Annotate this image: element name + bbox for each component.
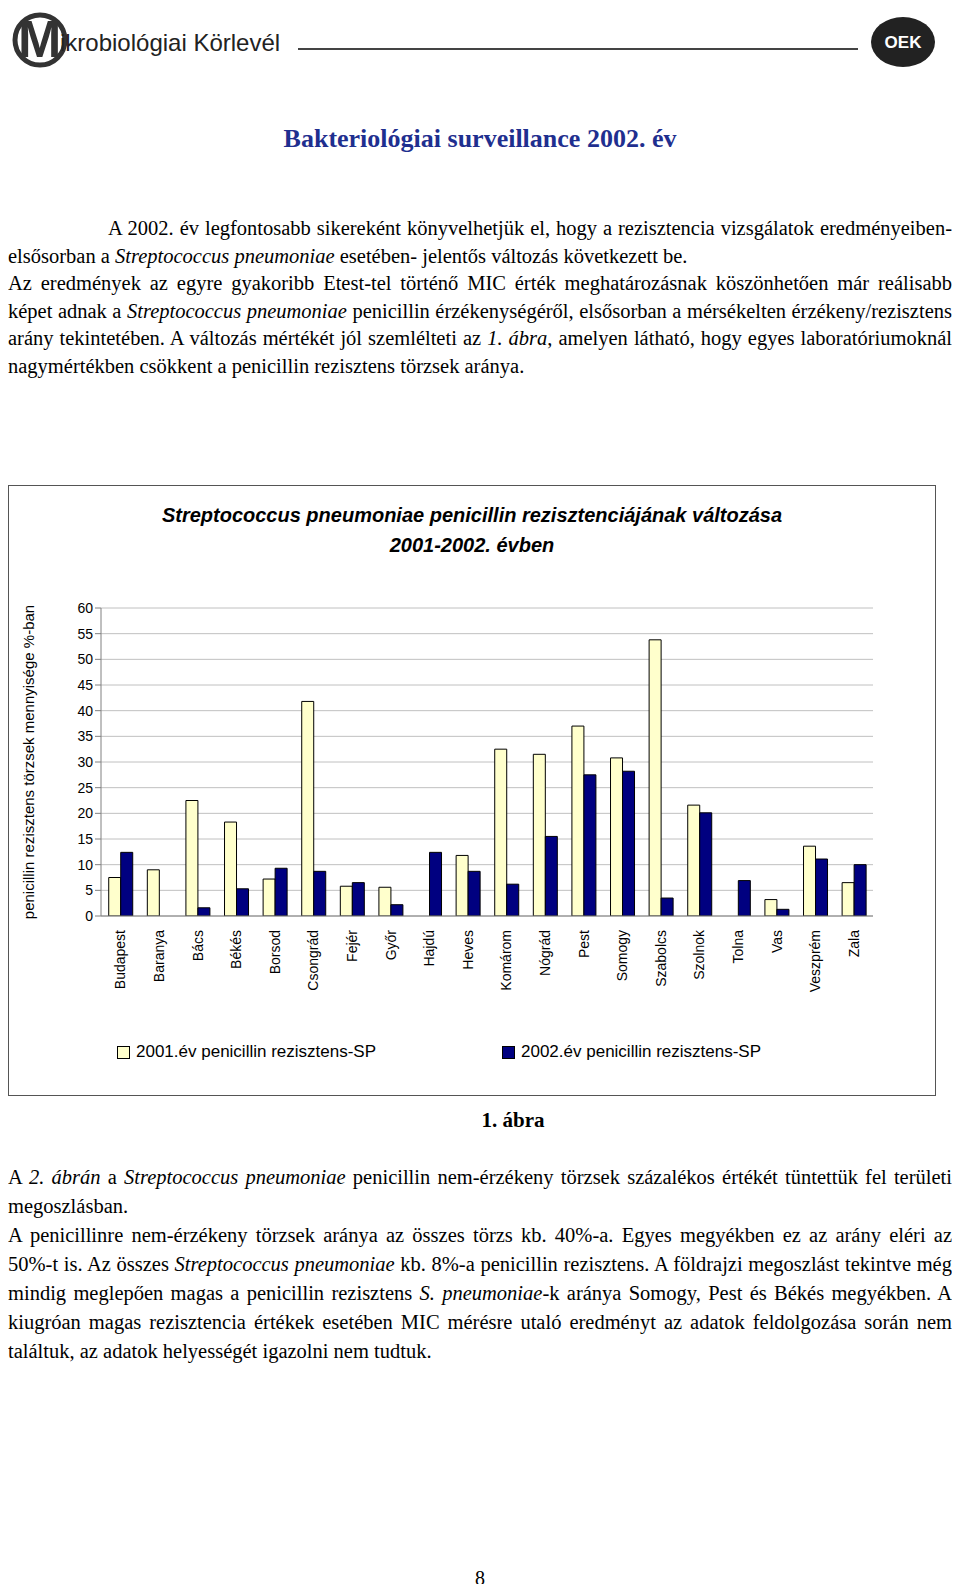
svg-text:55: 55 xyxy=(77,626,93,642)
svg-text:30: 30 xyxy=(77,754,93,770)
html-text:ikrobiológiai Körlevél: ikrobiológiai Körlevél xyxy=(60,29,281,56)
html-text:M: M xyxy=(18,10,62,68)
svg-text:Győr: Győr xyxy=(383,930,399,961)
svg-text:Baranya: Baranya xyxy=(151,930,167,982)
svg-text:60: 60 xyxy=(77,600,93,616)
svg-text:Szolnok: Szolnok xyxy=(691,929,707,980)
html-text:1. ábra: 1. ábra xyxy=(481,1108,545,1132)
svg-text:Fejér: Fejér xyxy=(344,930,360,962)
html-text:Bakteriológiai surveillance 20: Bakteriológiai surveillance 2002. év xyxy=(283,124,677,153)
svg-text:Tolna: Tolna xyxy=(730,930,746,964)
svg-text:20: 20 xyxy=(77,805,93,821)
svg-text:Csongrád: Csongrád xyxy=(305,930,321,991)
svg-text:Békés: Békés xyxy=(228,930,244,969)
svg-text:35: 35 xyxy=(77,728,93,744)
html-text:A 2002. év legfontosabb sikere: A 2002. év legfontosabb sikereként könyv… xyxy=(8,217,952,267)
svg-text:Heves: Heves xyxy=(460,930,476,970)
svg-text:Bács: Bács xyxy=(190,930,206,961)
html-text:A penicillinre nem-érzékeny tö: A penicillinre nem-érzékeny törzsek arán… xyxy=(8,1224,952,1362)
html-text:Az eredmények az egyre gyakori: Az eredmények az egyre gyakoribb Etest-t… xyxy=(8,272,952,377)
svg-text:Budapest: Budapest xyxy=(112,930,128,989)
svg-text:Hajdú: Hajdú xyxy=(421,930,437,967)
svg-text:Zala: Zala xyxy=(846,930,862,957)
svg-text:Vas: Vas xyxy=(769,930,785,953)
svg-text:Somogy: Somogy xyxy=(614,930,630,981)
svg-text:0: 0 xyxy=(85,908,93,924)
svg-text:40: 40 xyxy=(77,703,93,719)
svg-text:50: 50 xyxy=(77,651,93,667)
svg-text:15: 15 xyxy=(77,831,93,847)
svg-text:penicillin rezisztens törzsek: penicillin rezisztens törzsek mennyisége… xyxy=(20,605,37,919)
svg-text:Nógrád: Nógrád xyxy=(537,930,553,976)
html-text:Streptococcus pneumoniae penic: Streptococcus pneumoniae penicillin rezi… xyxy=(161,504,783,556)
html-text:2002.év penicillin rezisztens-: 2002.év penicillin rezisztens-SP xyxy=(521,1042,761,1061)
svg-text:5: 5 xyxy=(85,882,93,898)
svg-text:OEK: OEK xyxy=(885,33,923,52)
svg-text:Veszprém: Veszprém xyxy=(807,930,823,992)
html-text:8: 8 xyxy=(475,1567,485,1589)
svg-text:Szabolcs: Szabolcs xyxy=(653,930,669,987)
svg-text:Borsod: Borsod xyxy=(267,930,283,974)
svg-text:45: 45 xyxy=(77,677,93,693)
svg-text:10: 10 xyxy=(77,857,93,873)
html-text:2001.év penicillin rezisztens-: 2001.év penicillin rezisztens-SP xyxy=(136,1042,376,1061)
html-text:A 2. ábrán a Streptococcus pne: A 2. ábrán a Streptococcus pneumoniae pe… xyxy=(8,1166,952,1217)
svg-text:Komárom: Komárom xyxy=(498,930,514,991)
svg-text:Pest: Pest xyxy=(576,930,592,958)
svg-text:25: 25 xyxy=(77,780,93,796)
